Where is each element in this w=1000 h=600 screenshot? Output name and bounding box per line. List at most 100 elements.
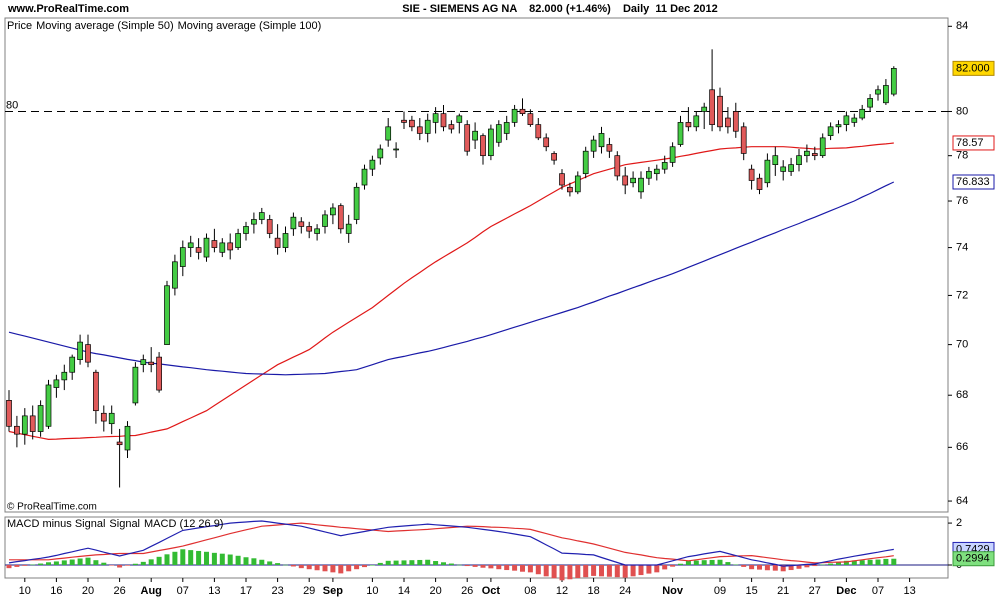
candle-body [306, 226, 313, 232]
candle-body [45, 384, 52, 427]
candle-body [788, 164, 794, 172]
candle-body [179, 247, 186, 267]
histogram-bar [196, 550, 202, 566]
histogram-bar [243, 557, 249, 566]
x-tick-label: 15 [745, 585, 757, 597]
legend-title: Price [7, 20, 32, 32]
candle-body [827, 126, 834, 136]
y-tick-label: 78 [956, 150, 968, 162]
y-tick-label: 68 [956, 389, 968, 401]
candle-body [890, 68, 897, 95]
histogram-bar [480, 565, 486, 568]
candle-body [472, 130, 478, 141]
histogram-bar [30, 564, 36, 566]
histogram-bar [377, 562, 383, 566]
candle-body [353, 186, 360, 220]
x-tick-label: 08 [524, 585, 536, 597]
histogram-bar [433, 561, 439, 566]
histogram-bar [606, 565, 612, 577]
histogram-bar [369, 565, 375, 566]
candle-body [345, 223, 352, 234]
candle-body [298, 221, 305, 227]
candle-body [337, 205, 344, 230]
histogram-bar [772, 565, 778, 571]
candle-body [195, 247, 202, 253]
reference-line-label: 80 [6, 99, 18, 111]
candle-body [53, 379, 60, 388]
y-tick-label: 64 [956, 495, 968, 507]
x-tick-label: 27 [809, 585, 821, 597]
histogram-bar [741, 565, 747, 567]
histogram-bar [614, 565, 620, 578]
candle-body [330, 207, 336, 216]
histogram-bar [46, 562, 51, 566]
candle-body [85, 344, 91, 363]
histogram-bar [749, 565, 755, 570]
candle-body [717, 95, 723, 128]
histogram-bar [859, 560, 865, 566]
candle-body [677, 122, 684, 145]
histogram-bar [488, 565, 494, 569]
candle-body [432, 113, 439, 123]
x-tick-label: 16 [50, 585, 62, 597]
candle-body [835, 124, 842, 128]
histogram-bar [630, 565, 636, 577]
x-tick-label: 29 [303, 585, 315, 597]
x-tick-label: 07 [177, 585, 189, 597]
histogram-bar [53, 561, 59, 566]
histogram-bar [61, 560, 67, 566]
histogram-bar [140, 561, 146, 566]
histogram-bar [851, 560, 857, 566]
histogram-bar [101, 562, 107, 566]
histogram-bar [622, 565, 628, 578]
candle-body [582, 150, 589, 175]
histogram-bar [298, 565, 304, 569]
histogram-bar [180, 549, 186, 566]
candle-body [598, 133, 605, 148]
histogram-bar [717, 559, 723, 566]
histogram-bar [259, 559, 265, 566]
candle-body [282, 233, 289, 248]
x-tick-label: 14 [398, 585, 410, 597]
histogram-bar [306, 565, 312, 570]
histogram-bar [362, 565, 367, 568]
candle-body [543, 137, 550, 148]
histogram-bar [685, 560, 691, 566]
candle-body [811, 153, 818, 157]
histogram-bar [796, 565, 802, 569]
x-tick-label: 17 [240, 585, 252, 597]
histogram-bar [22, 565, 28, 566]
candle-body [780, 166, 787, 172]
histogram-bar [441, 562, 446, 566]
histogram-bar [812, 565, 818, 567]
last-value-box [952, 174, 995, 190]
legend-entry: MACD (12 26 9) [144, 518, 223, 530]
candle-body [535, 124, 542, 139]
candle-body [756, 177, 763, 190]
legend-entry: Moving average (Simple 100) [178, 20, 322, 32]
x-tick-label: 09 [714, 585, 726, 597]
histogram-bar [109, 565, 115, 566]
candle-body [164, 285, 170, 345]
histogram-bar [132, 563, 138, 566]
x-tick-label: 13 [903, 585, 915, 597]
price-label-box [952, 60, 995, 76]
candle-body [116, 441, 123, 446]
histogram-bar [338, 565, 344, 574]
histogram-bar [125, 565, 130, 566]
candle-body [503, 122, 510, 134]
histogram-bar [235, 555, 241, 566]
candle-body [211, 240, 218, 248]
histogram-bar [346, 565, 352, 572]
candle-body [622, 175, 629, 186]
site-name: www.ProRealTime.com [7, 3, 129, 15]
histogram-bar [883, 558, 889, 566]
histogram-bar [330, 565, 336, 573]
histogram-bar [646, 565, 652, 574]
histogram-bar [693, 560, 699, 566]
candle-body [61, 371, 68, 381]
histogram-bar [172, 551, 178, 566]
histogram-bar [85, 557, 91, 566]
histogram-bar [828, 563, 834, 566]
candle-body [156, 356, 162, 391]
